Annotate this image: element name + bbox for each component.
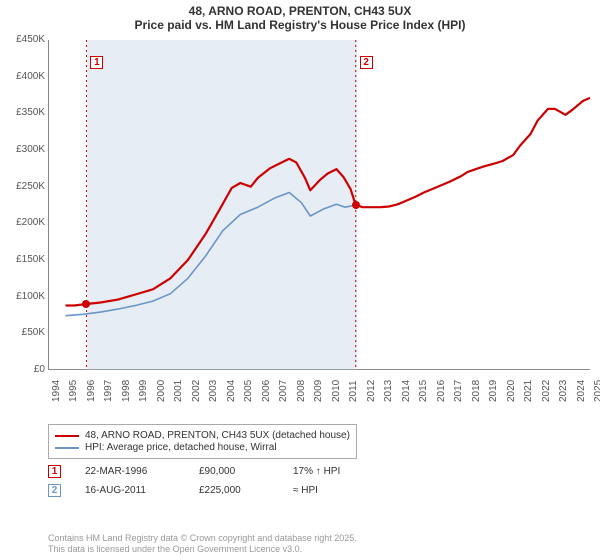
x-tick-label: 2012 [366,380,377,402]
x-tick-label: 2000 [156,380,167,402]
sale-note: ≈ HPI [293,485,318,496]
y-tick-label: £450K [1,34,45,45]
x-tick-label: 2019 [488,380,499,402]
title-line-1: 48, ARNO ROAD, PRENTON, CH43 5UX [0,4,600,18]
legend-label: 48, ARNO ROAD, PRENTON, CH43 5UX (detach… [85,430,350,441]
sale-row-marker: 1 [48,465,61,478]
sale-note: 17% ↑ HPI [293,466,340,477]
y-tick-label: £300K [1,144,45,155]
sale-date: 22-MAR-1996 [85,466,175,477]
x-tick-label: 2018 [471,380,482,402]
sale-marker-2: 2 [360,56,373,69]
x-tick-label: 2005 [243,380,254,402]
x-tick-label: 2023 [558,380,569,402]
x-tick-label: 2002 [191,380,202,402]
sale-row-1: 1 22-MAR-1996 £90,000 17% ↑ HPI [48,465,588,478]
sale-dot-2 [352,201,360,209]
x-tick-label: 1998 [121,380,132,402]
x-tick-label: 2025 [593,380,600,402]
legend-swatch [55,435,79,437]
y-tick-label: £50K [1,327,45,338]
x-tick-label: 1995 [68,380,79,402]
sale-date: 16-AUG-2011 [85,485,175,496]
x-tick-label: 2017 [453,380,464,402]
chart-svg [48,40,590,370]
legend-row: 48, ARNO ROAD, PRENTON, CH43 5UX (detach… [55,430,350,441]
x-tick-label: 1994 [51,380,62,402]
x-tick-label: 2020 [506,380,517,402]
footer-line-1: Contains HM Land Registry data © Crown c… [48,533,357,545]
sale-price: £225,000 [199,485,269,496]
sale-row-2: 2 16-AUG-2011 £225,000 ≈ HPI [48,484,588,497]
x-tick-label: 1999 [138,380,149,402]
x-tick-label: 2003 [208,380,219,402]
sale-dot-1 [82,300,90,308]
chart-container: 48, ARNO ROAD, PRENTON, CH43 5UX Price p… [0,0,600,560]
sale-marker-1: 1 [90,56,103,69]
footer-line-2: This data is licensed under the Open Gov… [48,544,357,556]
sales-list: 1 22-MAR-1996 £90,000 17% ↑ HPI 2 16-AUG-2011… [48,465,588,497]
x-tick-label: 2014 [401,380,412,402]
footer: Contains HM Land Registry data © Crown c… [48,533,357,556]
x-tick-label: 2024 [576,380,587,402]
chart-area: £0 £50K £100K £150K £200K £250K £300K £350K £400… [0,34,600,414]
sale-row-marker: 2 [48,484,61,497]
legend-box: 48, ARNO ROAD, PRENTON, CH43 5UX (detach… [48,424,357,459]
x-tick-label: 2009 [313,380,324,402]
legend-swatch [55,447,79,449]
title-block: 48, ARNO ROAD, PRENTON, CH43 5UX Price p… [0,0,600,34]
x-tick-label: 2011 [348,380,359,402]
y-tick-label: £350K [1,107,45,118]
x-tick-label: 2010 [331,380,342,402]
x-tick-label: 2007 [278,380,289,402]
x-tick-label: 2001 [173,380,184,402]
legend-block: 48, ARNO ROAD, PRENTON, CH43 5UX (detach… [48,424,588,497]
x-tick-label: 2006 [261,380,272,402]
x-tick-label: 1997 [103,380,114,402]
legend-label: HPI: Average price, detached house, Wirr… [85,442,277,453]
x-tick-label: 2021 [523,380,534,402]
title-line-2: Price paid vs. HM Land Registry's House … [0,18,600,32]
y-tick-label: £150K [1,254,45,265]
x-tick-label: 2008 [296,380,307,402]
y-tick-label: £0 [1,364,45,375]
y-tick-label: £200K [1,217,45,228]
y-tick-label: £100K [1,291,45,302]
x-tick-label: 2015 [418,380,429,402]
x-tick-label: 2004 [226,380,237,402]
x-tick-label: 2016 [436,380,447,402]
y-tick-label: £250K [1,181,45,192]
sale-price: £90,000 [199,466,269,477]
x-tick-label: 2013 [383,380,394,402]
y-tick-label: £400K [1,71,45,82]
x-tick-label: 1996 [86,380,97,402]
legend-row: HPI: Average price, detached house, Wirr… [55,442,350,453]
x-tick-label: 2022 [541,380,552,402]
